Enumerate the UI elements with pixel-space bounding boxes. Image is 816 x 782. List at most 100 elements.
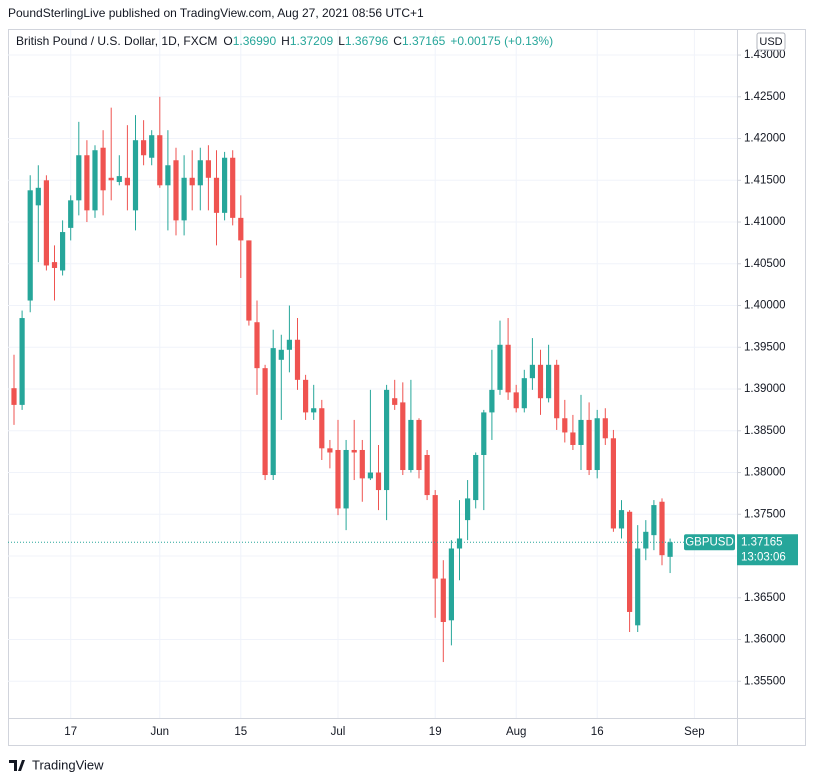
candle-body: [222, 157, 228, 213]
legend-key: C: [393, 34, 402, 48]
candle-body: [359, 449, 365, 479]
candle-body: [173, 160, 179, 221]
candle-body: [424, 454, 430, 496]
y-tick-label: 1.37500: [744, 508, 786, 520]
candle-body: [529, 364, 535, 379]
candle-body: [432, 495, 438, 579]
x-tick-label: 16: [591, 726, 604, 738]
candle-body: [392, 398, 398, 405]
symbol-label: GBPUSD: [685, 536, 734, 548]
legend-value: 1.37165: [402, 34, 446, 48]
y-tick-label: 1.36500: [744, 592, 786, 604]
candle-body: [651, 505, 657, 536]
price-label: 1.37165: [741, 536, 783, 548]
y-tick-label: 1.41500: [744, 174, 786, 186]
candle-body: [610, 438, 616, 529]
candle-body: [400, 402, 406, 471]
candle-body: [335, 449, 341, 509]
candle-body: [116, 176, 122, 182]
candle-body: [473, 454, 479, 501]
candle-body: [254, 322, 260, 369]
y-tick-label: 1.38000: [744, 467, 786, 479]
candle-body: [602, 418, 608, 439]
candle-body: [262, 368, 268, 476]
candle-body: [375, 472, 382, 491]
candle-body: [367, 472, 373, 479]
candle-body: [327, 448, 333, 453]
y-tick-label: 1.41000: [744, 216, 786, 228]
countdown-label: 13:03:06: [741, 551, 786, 563]
candle-body: [270, 348, 276, 476]
candle-body: [189, 177, 195, 186]
grid: [8, 30, 737, 718]
legend-value: 1.36990: [233, 34, 277, 48]
candle-body: [618, 510, 625, 529]
x-tick-label: Sep: [684, 726, 704, 738]
x-tick-label: Jul: [331, 726, 346, 738]
x-tick-label: 15: [234, 726, 247, 738]
candle-body: [238, 217, 244, 241]
candle-body: [319, 408, 325, 449]
candle-body: [513, 392, 519, 409]
currency-box: [756, 32, 786, 51]
candle-body: [35, 187, 41, 206]
candle-body: [481, 412, 487, 455]
price-tag: [737, 534, 798, 566]
candle-body: [76, 155, 82, 201]
candle-body: [19, 318, 25, 405]
candle-body: [416, 419, 422, 471]
candle-body: [230, 157, 236, 218]
legend-key: L: [338, 34, 345, 48]
candle-body: [11, 388, 17, 405]
candle-body: [643, 531, 649, 549]
publisher-header: PoundSterlingLive published on TradingVi…: [8, 6, 424, 20]
candle-body: [181, 177, 187, 221]
candle-body: [141, 140, 147, 156]
candle-body: [343, 449, 349, 509]
candle-body: [68, 200, 74, 228]
candle-body: [594, 418, 600, 471]
legend: British Pound / U.S. Dollar, 1D, FXCM O 1.…: [16, 34, 553, 48]
candle-body: [489, 389, 495, 413]
candle-body: [659, 501, 665, 556]
candle-body: [537, 364, 544, 399]
axes: 1.355001.360001.365001.370001.375001.380…: [64, 49, 798, 738]
y-tick-label: 1.42500: [744, 91, 786, 103]
logo-icon: [9, 760, 25, 771]
candle-body: [448, 548, 454, 621]
candle-body: [303, 379, 309, 413]
y-tick-label: 1.39500: [744, 341, 786, 353]
candle-body: [408, 419, 414, 471]
candle-body: [311, 408, 317, 413]
y-tick-label: 1.43000: [744, 49, 786, 61]
candle-body: [456, 538, 463, 549]
symbol-tag: [684, 534, 735, 551]
candle-body: [505, 344, 511, 393]
candle-body: [100, 147, 106, 191]
legend-change: +0.00175 (+0.13%): [450, 34, 553, 48]
legend-value: 1.37209: [290, 34, 334, 48]
y-tick-label: 1.40000: [744, 300, 786, 312]
candle-body: [351, 449, 357, 453]
candle-body: [578, 419, 584, 445]
y-tick-label: 1.38500: [744, 425, 786, 437]
candle-body: [384, 389, 390, 491]
candle-body: [197, 160, 203, 186]
x-tick-label: 17: [64, 726, 77, 738]
candle-body: [286, 339, 292, 350]
currency: USD: [759, 36, 782, 48]
candle-body: [108, 177, 114, 181]
x-tick-label: 19: [429, 726, 442, 738]
y-tick-label: 1.36000: [744, 634, 786, 646]
y-tick-label: 1.39000: [744, 383, 786, 395]
chart-title: British Pound / U.S. Dollar, 1D, FXCM: [16, 34, 217, 48]
candles: [8, 96, 737, 663]
candle-body: [213, 177, 220, 213]
candle-body: [497, 344, 503, 390]
candle-body: [546, 364, 552, 399]
candle-body: [667, 542, 673, 557]
candle-body: [635, 548, 641, 626]
candle-body: [27, 190, 33, 301]
candle-body: [562, 418, 568, 433]
